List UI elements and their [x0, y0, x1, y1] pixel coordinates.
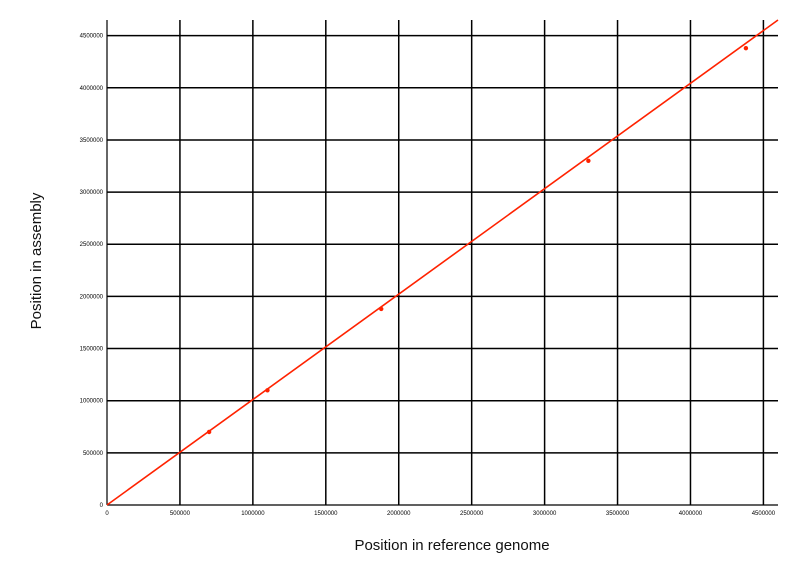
data-point — [265, 388, 270, 393]
plot-frame — [106, 20, 778, 506]
x-tick-label: 1000000 — [241, 511, 265, 517]
data-point — [379, 306, 384, 312]
data-point — [206, 429, 212, 435]
data-point — [586, 158, 591, 164]
y-tick-label: 2000000 — [80, 294, 104, 300]
x-tick-label: 2000000 — [387, 511, 411, 517]
y-axis-ticks: 0 500000 1000000 1500000 2000000 2500000 30000… — [80, 34, 104, 509]
grid — [107, 20, 778, 505]
x-tick-label: 3000000 — [533, 511, 557, 517]
y-axis-label: Position in assembly — [28, 192, 45, 329]
series-line — [106, 19, 779, 506]
y-tick-label: 1000000 — [80, 399, 104, 405]
y-tick-label: 3500000 — [80, 138, 104, 144]
x-tick-label: 1500000 — [314, 511, 338, 517]
x-tick-label: 2500000 — [460, 511, 484, 517]
y-tick-label: 0 — [100, 503, 104, 509]
y-tick-label: 3000000 — [80, 190, 104, 196]
series — [106, 19, 779, 506]
x-tick-label: 4500000 — [752, 511, 776, 517]
x-tick-label: 0 — [105, 511, 109, 517]
y-tick-label: 4500000 — [80, 34, 104, 40]
x-tick-label: 500000 — [170, 511, 191, 517]
x-axis-label: Position in reference genome — [354, 537, 549, 554]
x-tick-label: 4000000 — [679, 511, 703, 517]
y-tick-label: 500000 — [83, 451, 104, 457]
y-tick-label: 1500000 — [80, 347, 104, 353]
y-tick-label: 4000000 — [80, 86, 104, 92]
data-point — [743, 45, 749, 51]
x-axis-ticks: 0 500000 1000000 1500000 2000000 2500000 30000… — [105, 511, 775, 517]
y-tick-label: 2500000 — [80, 242, 104, 248]
x-tick-label: 3500000 — [606, 511, 630, 517]
